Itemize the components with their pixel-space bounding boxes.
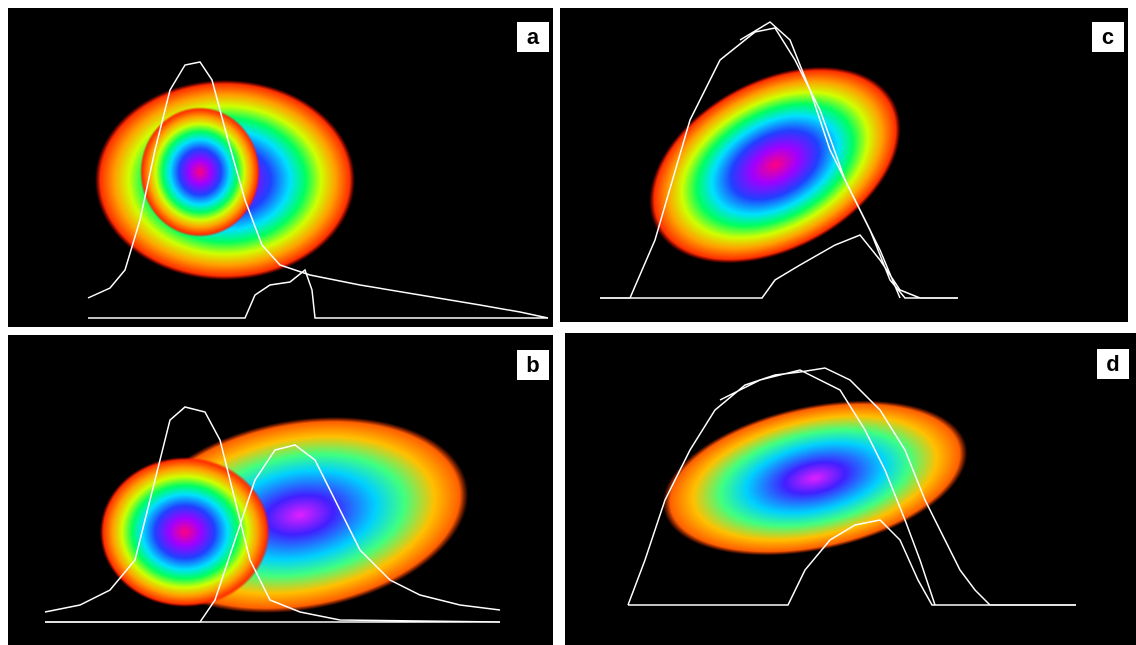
beam-core: [100, 457, 270, 607]
panel-a: a: [8, 8, 553, 327]
panel-label: c: [1102, 24, 1114, 49]
panel-label: b: [526, 352, 539, 377]
panel-b: b: [8, 335, 553, 645]
panel-c: c: [560, 8, 1128, 322]
panel-label: a: [527, 24, 540, 49]
figure: a c b d: [0, 0, 1136, 645]
beam-core: [140, 107, 260, 237]
panel-label: d: [1106, 351, 1119, 376]
page: a c b d (() => { const data = JSON.parse…: [0, 0, 1136, 645]
panel-d: d: [565, 333, 1136, 645]
